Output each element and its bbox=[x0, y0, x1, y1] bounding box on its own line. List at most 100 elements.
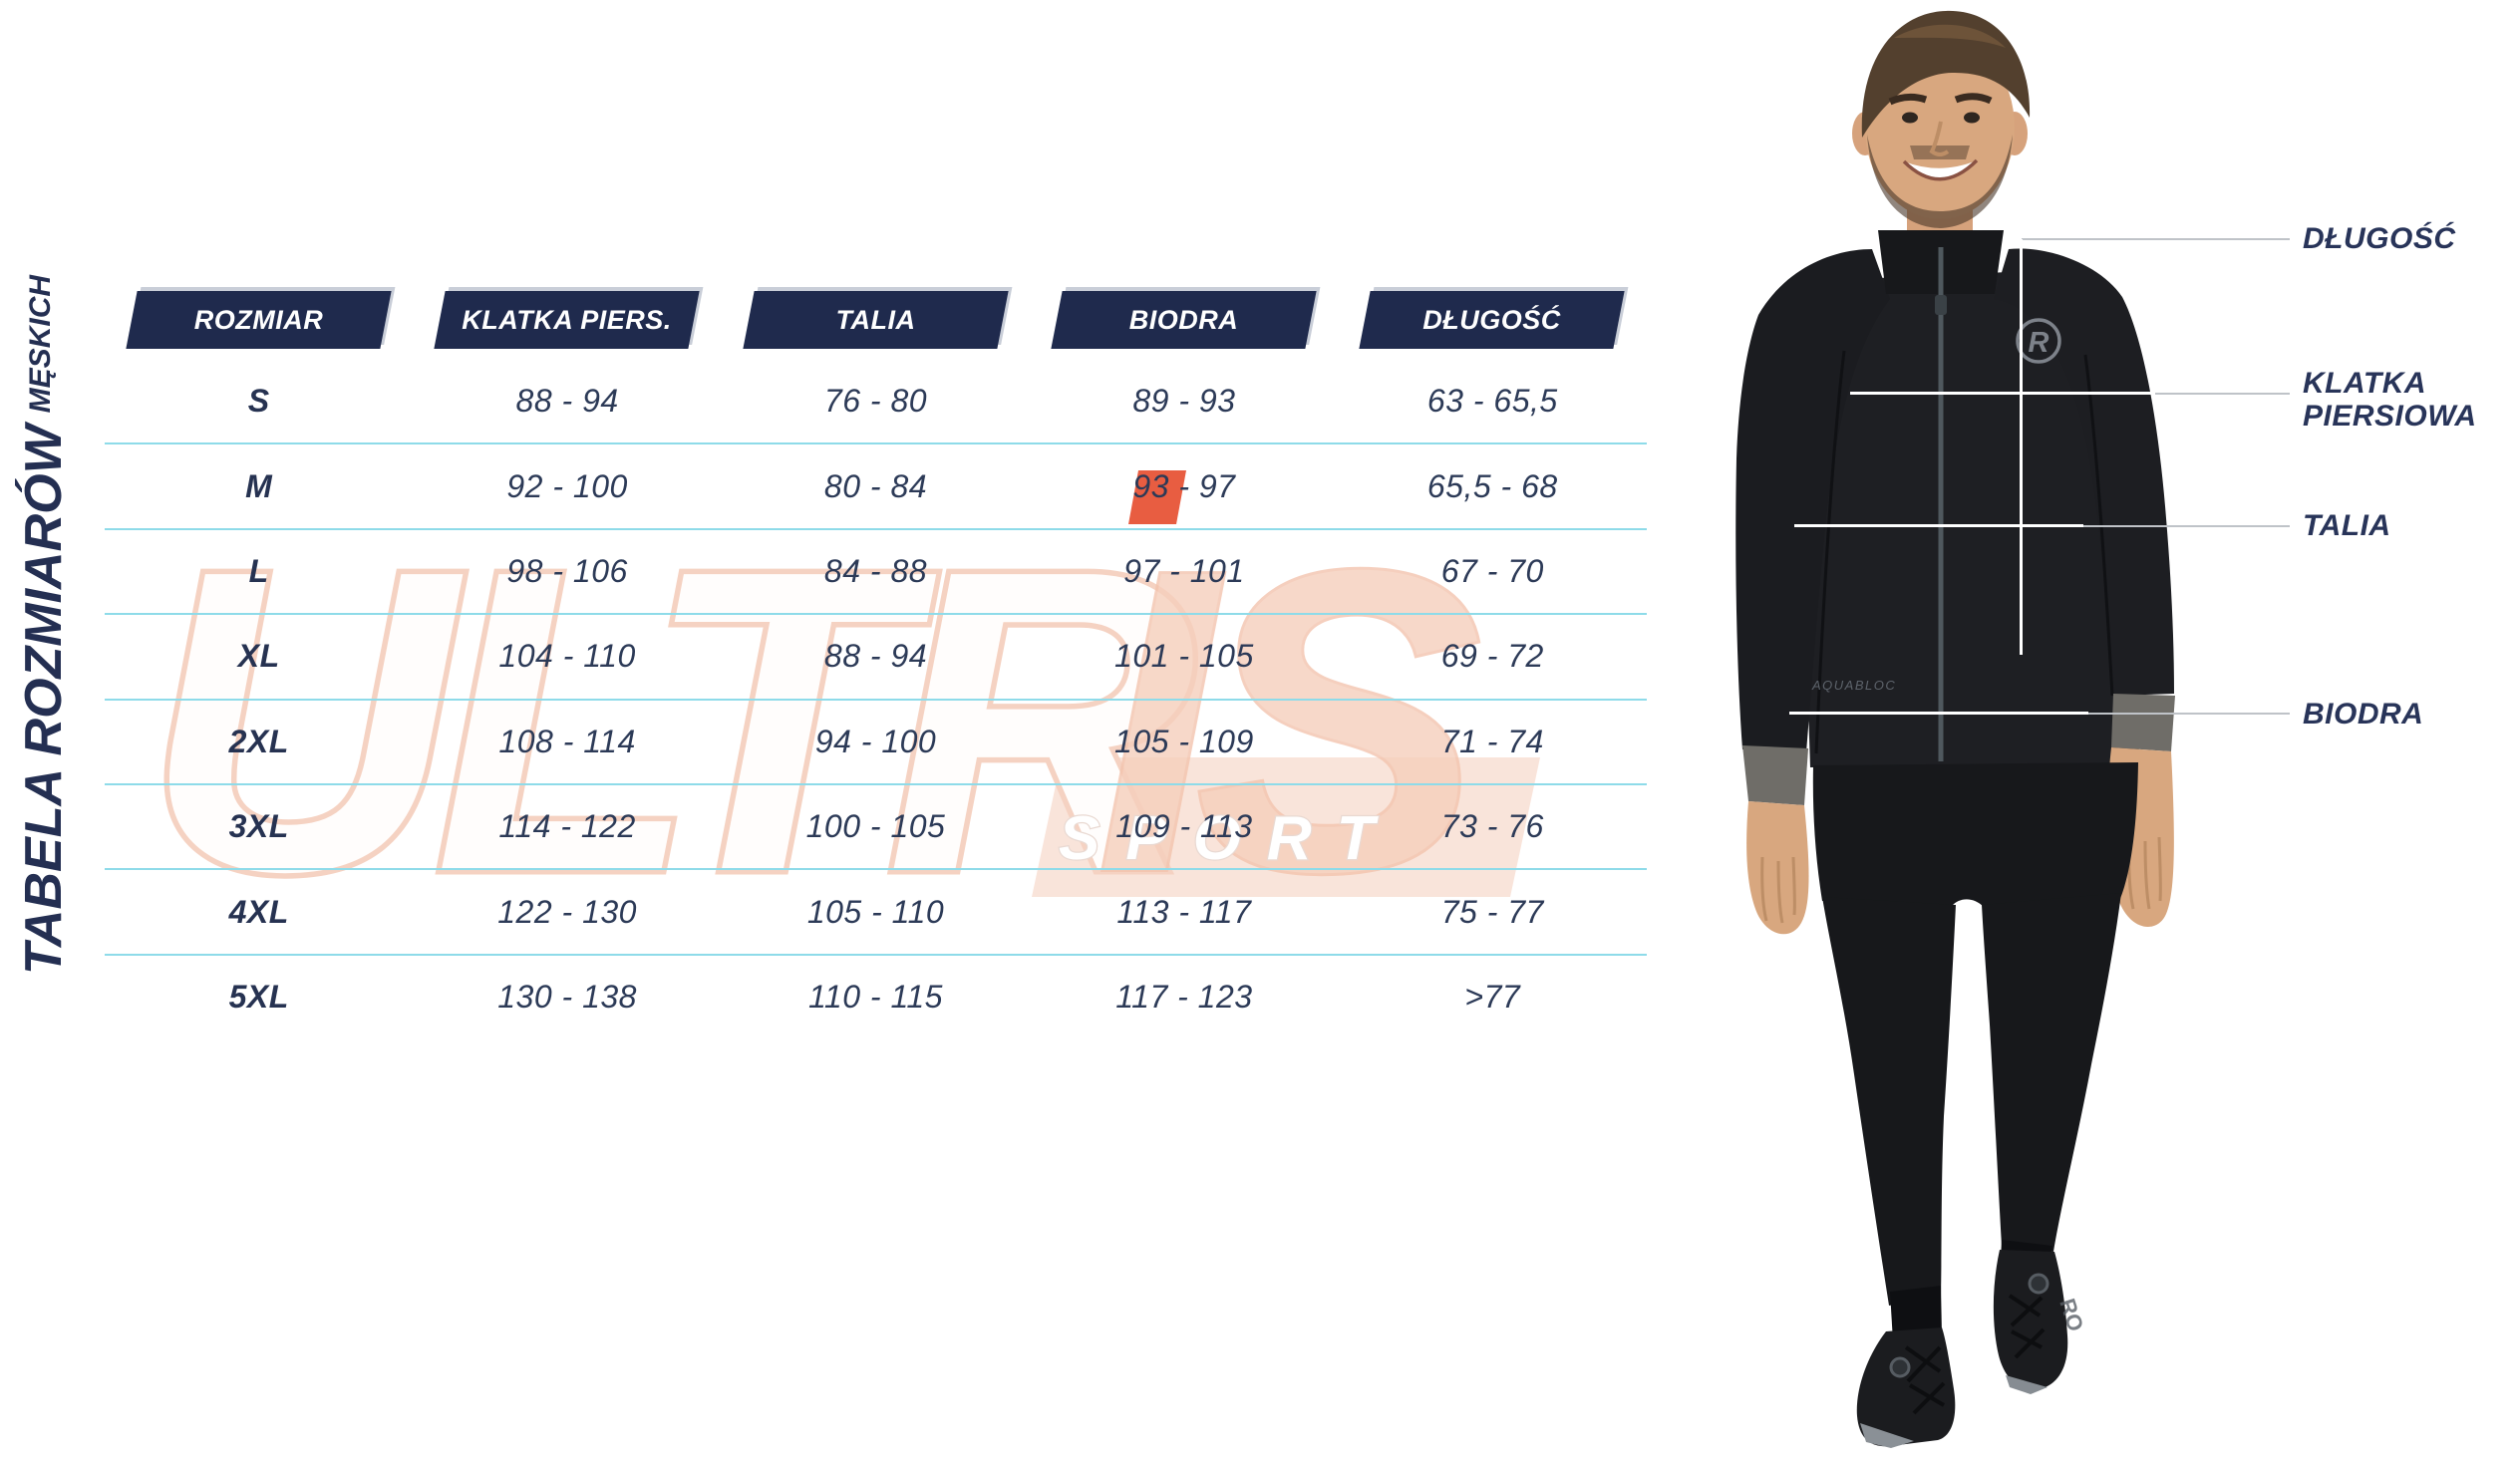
table-row: 5XL 130 - 138 110 - 115 117 - 123 >77 bbox=[105, 956, 1647, 1038]
cell-size: 2XL bbox=[228, 723, 289, 759]
measure-line-vertical bbox=[2020, 239, 2023, 655]
table-row: 3XL 114 - 122 100 - 105 109 - 113 73 - 7… bbox=[105, 785, 1647, 871]
cell-waist: 105 - 110 bbox=[806, 893, 945, 930]
column-header-rozmiar: ROZMIAR bbox=[126, 291, 392, 349]
cell-size: S bbox=[247, 383, 270, 420]
measurement-label-waist: TALIA bbox=[2303, 509, 2391, 542]
model-right-cuff bbox=[2111, 694, 2175, 751]
model-left-leg bbox=[1822, 897, 1956, 1306]
measurement-label-hips: BIODRA bbox=[2303, 698, 2424, 731]
cell-waist: 100 - 105 bbox=[805, 808, 946, 845]
brand-logo-letter: R bbox=[2029, 327, 2049, 359]
model-eyebrow bbox=[1954, 93, 1993, 105]
model-left-cuff bbox=[1742, 745, 1808, 805]
cell-hips: 89 - 93 bbox=[1132, 383, 1236, 420]
cell-hips: 101 - 105 bbox=[1114, 638, 1254, 675]
measurement-label-length: DŁUGOŚĆ bbox=[2303, 222, 2456, 255]
column-header-label: ROZMIAR bbox=[193, 304, 324, 335]
measurement-label-chest-1: KLATKA bbox=[2303, 367, 2427, 400]
cell-chest: 108 - 114 bbox=[498, 723, 636, 759]
measure-line-chest-pointer bbox=[2155, 393, 2290, 395]
column-header-label: DŁUGOŚĆ bbox=[1422, 304, 1561, 335]
cell-size: 3XL bbox=[228, 808, 289, 845]
cell-hips: 117 - 123 bbox=[1115, 978, 1253, 1015]
table-row: M 92 - 100 80 - 84 93 - 97 65,5 - 68 bbox=[105, 444, 1647, 530]
page-title-main: TABELA ROZMIARÓW bbox=[15, 425, 73, 975]
cell-length: 73 - 76 bbox=[1440, 808, 1544, 845]
brand-logo-icon bbox=[2016, 318, 2061, 364]
cell-hips: 93 - 97 bbox=[1132, 467, 1236, 504]
model-zipper-pull bbox=[1935, 295, 1947, 315]
measure-line-length bbox=[2022, 238, 2290, 240]
size-table: S 88 - 94 76 - 80 89 - 93 63 - 65,5 M 92… bbox=[105, 360, 1647, 1038]
jacket-brand-text: AQUABLOC bbox=[1811, 678, 1896, 693]
cell-waist: 80 - 84 bbox=[823, 467, 928, 504]
cell-waist: 94 - 100 bbox=[814, 723, 937, 759]
model-right-laces bbox=[2008, 1294, 2046, 1359]
cell-size: 4XL bbox=[228, 893, 289, 930]
shoe-dial-icon bbox=[2028, 1273, 2049, 1295]
shoe-dial-icon bbox=[1889, 1356, 1911, 1378]
cell-size: L bbox=[248, 552, 269, 589]
watermark-i-dot bbox=[1128, 470, 1186, 524]
cell-length: 69 - 72 bbox=[1440, 638, 1544, 675]
cell-length: 67 - 70 bbox=[1440, 552, 1544, 589]
cell-length: >77 bbox=[1464, 978, 1521, 1015]
cell-waist: 88 - 94 bbox=[823, 638, 928, 675]
cell-chest: 122 - 130 bbox=[497, 893, 637, 930]
cell-chest: 92 - 100 bbox=[506, 467, 628, 504]
cell-chest: 88 - 94 bbox=[515, 383, 619, 420]
cell-hips: 113 - 117 bbox=[1116, 893, 1252, 930]
model-nose bbox=[1929, 121, 1950, 156]
cell-chest: 130 - 138 bbox=[497, 978, 637, 1015]
measure-line-chest bbox=[1850, 392, 2155, 395]
cell-size: 5XL bbox=[228, 978, 289, 1015]
model-left-sock bbox=[1890, 1286, 1942, 1341]
model-seam bbox=[2083, 354, 2114, 697]
column-header-dlugosc: DŁUGOŚĆ bbox=[1359, 291, 1625, 349]
model-beard bbox=[1867, 135, 2013, 228]
table-row: L 98 - 106 84 - 88 97 - 101 67 - 70 bbox=[105, 530, 1647, 616]
model-eye bbox=[1964, 112, 1980, 124]
cell-size: XL bbox=[237, 638, 280, 675]
page-title: TABELA ROZMIARÓW MĘSKICH bbox=[14, 274, 78, 975]
column-header-label: KLATKA PIERS. bbox=[462, 304, 672, 335]
model-seam bbox=[1814, 350, 1846, 754]
model-jacket-right-sleeve bbox=[1994, 248, 2174, 696]
cell-chest: 98 - 106 bbox=[506, 552, 628, 589]
model-hair-highlight bbox=[1894, 24, 2006, 48]
model-tights-hips bbox=[1812, 762, 2138, 907]
model-eye bbox=[1902, 112, 1918, 124]
measure-line-hips bbox=[1789, 712, 2088, 715]
model-left-fingers bbox=[1760, 856, 1796, 924]
cell-chest: 114 - 122 bbox=[498, 808, 636, 845]
table-row: 2XL 108 - 114 94 - 100 105 - 109 71 - 74 bbox=[105, 701, 1647, 785]
model-smile-line bbox=[1902, 158, 1979, 181]
measure-line-hips-pointer bbox=[2088, 713, 2290, 715]
watermark-subtext: SPORT bbox=[1059, 804, 1400, 873]
cell-hips: 97 - 101 bbox=[1123, 552, 1245, 589]
column-header-klatka: KLATKA PIERS. bbox=[434, 291, 700, 349]
measurement-label-chest-2: PIERSIOWA bbox=[2303, 400, 2477, 433]
table-row: S 88 - 94 76 - 80 89 - 93 63 - 65,5 bbox=[105, 360, 1647, 445]
watermark-accent-shape bbox=[1032, 757, 1540, 897]
column-header-biodra: BIODRA bbox=[1051, 291, 1317, 349]
page-title-sub: MĘSKICH bbox=[24, 274, 57, 414]
cell-waist: 110 - 115 bbox=[808, 978, 943, 1015]
cell-length: 71 - 74 bbox=[1440, 723, 1544, 759]
measure-line-waist bbox=[1794, 524, 2083, 527]
column-header-label: TALIA bbox=[835, 304, 916, 335]
model-right-sole bbox=[2006, 1375, 2048, 1394]
cell-length: 65,5 - 68 bbox=[1426, 467, 1558, 504]
measure-line-waist-pointer bbox=[2083, 525, 2290, 527]
model-left-laces bbox=[1904, 1345, 1946, 1415]
cell-chest: 104 - 110 bbox=[498, 638, 636, 675]
cell-size: M bbox=[245, 467, 273, 504]
model-eyebrow bbox=[1888, 93, 1928, 106]
cell-length: 75 - 77 bbox=[1440, 893, 1544, 930]
model-left-sole bbox=[1860, 1423, 1914, 1448]
model-photo: R AQUABLOC RO bbox=[1735, 10, 2175, 1448]
column-header-label: BIODRA bbox=[1128, 304, 1239, 335]
cell-waist: 84 - 88 bbox=[823, 552, 928, 589]
